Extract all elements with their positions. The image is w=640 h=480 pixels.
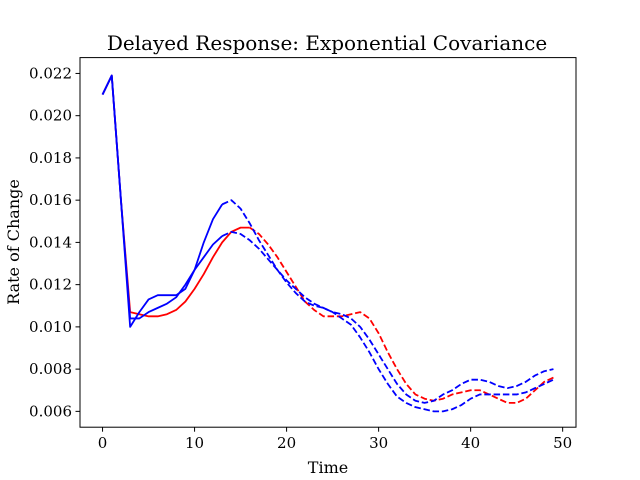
series-line-6 <box>221 230 554 413</box>
plot-frame <box>79 57 577 428</box>
series-line-1 <box>101 74 250 318</box>
y-axis-label: Rate of Change <box>4 179 23 305</box>
x-axis-label: Time <box>308 458 348 477</box>
y-tick-label: 0.014 <box>29 233 72 251</box>
x-axis: 0 10 20 30 40 50 <box>98 427 572 452</box>
x-tick-label: 10 <box>185 434 204 452</box>
series-line-2 <box>249 226 554 404</box>
y-tick-label: 0.008 <box>29 360 72 378</box>
plot-area <box>101 74 554 413</box>
x-tick-label: 20 <box>277 434 296 452</box>
x-tick-label: 30 <box>369 434 388 452</box>
y-tick-label: 0.010 <box>29 318 72 336</box>
y-axis: 0.006 0.008 0.010 0.012 0.014 0.016 0.018 0.020… <box>29 64 80 420</box>
y-tick-label: 0.022 <box>29 64 72 82</box>
x-tick-label: 40 <box>461 434 480 452</box>
x-tick-label: 0 <box>98 434 108 452</box>
series-line-5 <box>101 74 223 320</box>
x-tick-label: 50 <box>553 434 572 452</box>
chart-title: Delayed Response: Exponential Covariance <box>107 31 547 55</box>
y-tick-label: 0.016 <box>29 191 72 209</box>
y-tick-label: 0.006 <box>29 402 72 420</box>
y-tick-label: 0.012 <box>29 276 72 294</box>
y-tick-label: 0.020 <box>29 107 72 125</box>
y-tick-label: 0.018 <box>29 149 72 167</box>
series-line-4 <box>221 199 554 404</box>
